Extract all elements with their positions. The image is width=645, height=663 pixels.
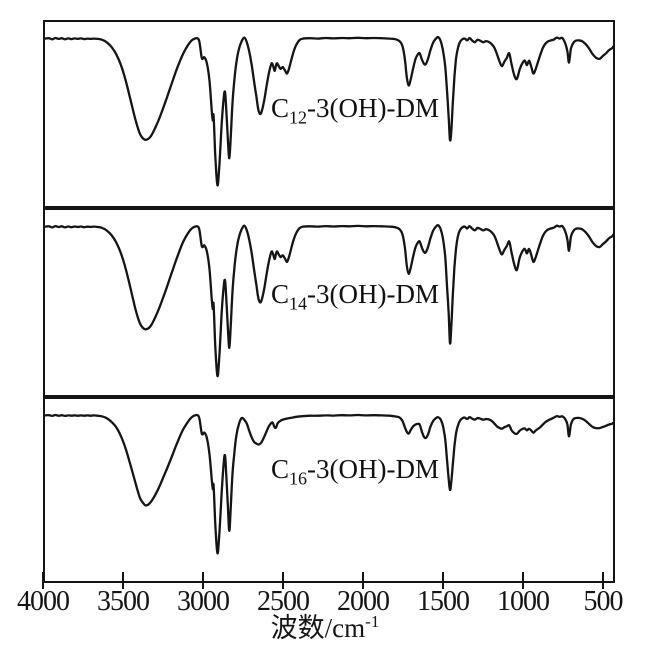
x-tick <box>122 572 124 589</box>
spectrum-label-c16: C16-3(OH)-DM <box>271 454 439 488</box>
label-subscript: 14 <box>289 293 308 314</box>
x-tick <box>362 572 364 589</box>
x-tick <box>522 572 524 589</box>
x-tick-label: 2500 <box>257 586 310 617</box>
x-tick-label: 500 <box>583 586 624 617</box>
spectrum-panel-c16: C16-3(OH)-DM <box>43 397 615 583</box>
x-tick <box>42 572 44 589</box>
x-axis-title: 波数/cm-1 <box>0 612 645 644</box>
spectrum-panel-c12: C12-3(OH)-DM <box>43 20 615 208</box>
x-axis-title-exponent: -1 <box>365 612 380 631</box>
x-tick <box>282 572 284 589</box>
label-prefix: C <box>271 454 290 484</box>
x-tick-label: 1000 <box>497 586 550 617</box>
x-tick-label: 3000 <box>177 586 230 617</box>
spectrum-curve-c14 <box>45 224 613 378</box>
x-tick <box>442 572 444 589</box>
label-subscript: 16 <box>289 468 308 489</box>
label-suffix: -3(OH)-DM <box>307 93 439 123</box>
x-tick-label: 2000 <box>337 586 390 617</box>
spectrum-curve-c12 <box>45 35 613 187</box>
x-axis-title-text: 波数/cm <box>270 613 366 643</box>
spectrum-label-c14: C14-3(OH)-DM <box>271 279 439 313</box>
label-suffix: -3(OH)-DM <box>307 279 439 309</box>
x-tick-label: 1500 <box>417 586 470 617</box>
label-prefix: C <box>271 93 290 123</box>
x-tick <box>202 572 204 589</box>
spectrum-path <box>45 224 613 378</box>
spectrum-curve-c16 <box>45 413 613 555</box>
spectrum-path <box>45 35 613 187</box>
label-subscript: 12 <box>289 107 308 128</box>
x-tick-label: 4000 <box>17 586 70 617</box>
spectrum-panel-c14: C14-3(OH)-DM <box>43 208 615 397</box>
x-tick-label: 3500 <box>97 586 150 617</box>
spectrum-path <box>45 413 613 555</box>
label-prefix: C <box>271 279 290 309</box>
spectrum-label-c12: C12-3(OH)-DM <box>271 93 439 127</box>
label-suffix: -3(OH)-DM <box>307 454 439 484</box>
x-tick <box>602 572 604 589</box>
